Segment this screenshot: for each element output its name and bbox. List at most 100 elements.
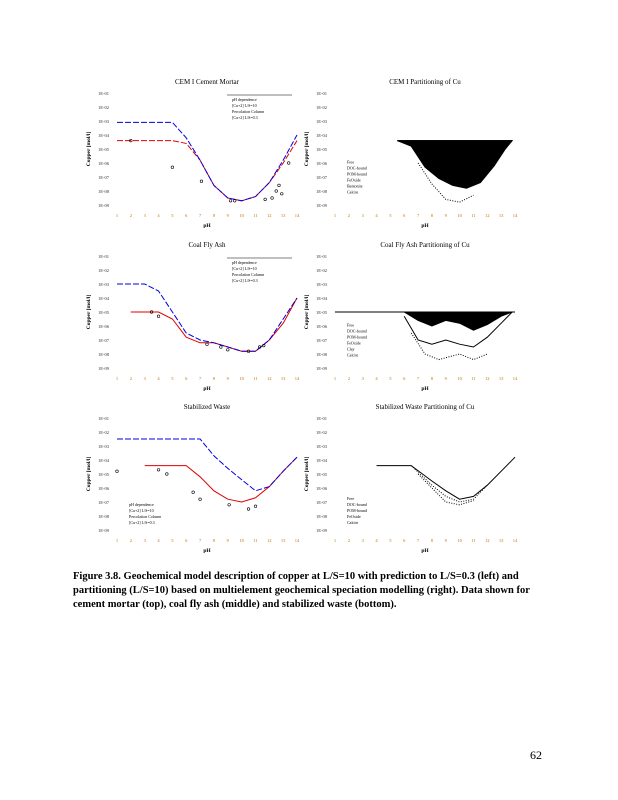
- x-axis-label: pH: [203, 548, 211, 554]
- y-tick-label: 1E-05: [98, 147, 110, 152]
- x-tick-label: 14: [513, 213, 518, 218]
- x-tick-label: 6: [403, 538, 406, 543]
- y-tick-label: 1E-04: [316, 296, 328, 301]
- y-tick-label: 1E-06: [316, 161, 328, 166]
- x-tick-label: 3: [144, 213, 147, 218]
- x-tick-label: 3: [362, 376, 365, 381]
- y-tick-label: 1E-09: [98, 366, 110, 371]
- data-point: [277, 183, 281, 187]
- series-line: [117, 121, 298, 202]
- y-tick-label: 1E-05: [316, 310, 328, 315]
- x-tick-label: 4: [157, 213, 160, 218]
- x-tick-label: 6: [403, 376, 406, 381]
- y-axis-label: Copper [mol/l]: [86, 457, 92, 492]
- x-tick-label: 4: [157, 538, 160, 543]
- y-tick-label: 1E-05: [316, 472, 328, 477]
- series-line: [117, 438, 298, 492]
- data-point: [150, 310, 154, 314]
- legend-entry: pH dependence: [232, 260, 257, 265]
- y-tick-label: 1E-02: [316, 430, 327, 435]
- y-tick-label: 1E-09: [98, 528, 110, 533]
- y-tick-label: 1E-03: [316, 282, 328, 287]
- x-tick-label: 3: [362, 213, 365, 218]
- x-tick-label: 10: [457, 376, 462, 381]
- x-tick-label: 10: [457, 538, 462, 543]
- x-tick-label: 5: [171, 538, 174, 543]
- x-tick-label: 2: [348, 376, 350, 381]
- y-tick-label: 1E-03: [98, 119, 110, 124]
- data-point: [280, 192, 284, 196]
- y-tick-label: 1E-04: [316, 133, 328, 138]
- legend-entry: [Cu+2] L/S=0.3: [129, 520, 155, 525]
- series-line: [117, 283, 298, 352]
- y-tick-label: 1E-05: [98, 310, 110, 315]
- y-tick-label: 1E-03: [98, 282, 110, 287]
- y-tick-label: 1E-06: [98, 161, 110, 166]
- legend-entry: [Cu+2] L/S=0.3: [232, 278, 258, 283]
- y-tick-label: 1E-09: [98, 203, 110, 208]
- x-tick-label: 1: [334, 538, 336, 543]
- x-axis-label: pH: [203, 386, 211, 392]
- y-tick-label: 1E-06: [98, 486, 110, 491]
- x-tick-label: 13: [281, 538, 286, 543]
- data-point: [246, 507, 251, 511]
- data-point: [258, 345, 262, 349]
- page-number: 62: [530, 748, 542, 762]
- x-tick-label: 11: [471, 538, 475, 543]
- y-axis-label: Copper [mol/l]: [304, 457, 310, 492]
- legend-entry: FeOxide: [347, 514, 361, 519]
- x-tick-label: 2: [348, 538, 350, 543]
- series-line: [410, 465, 488, 503]
- chart-fly-ash: Coal Fly Ash 1E-01 1E-02 1E-03 1E-04 1E-05 1E-…: [82, 238, 312, 398]
- data-point: [198, 497, 202, 501]
- legend-entry: [Cu+2] L/S=0.3: [232, 115, 258, 120]
- x-tick-label: 1: [116, 213, 118, 218]
- x-tick-label: 2: [130, 376, 132, 381]
- x-tick-label: 7: [199, 538, 202, 543]
- y-tick-label: 1E-07: [316, 500, 328, 505]
- x-tick-label: 13: [499, 538, 504, 543]
- series-line: [117, 140, 298, 202]
- chart-title: CEM I Partitioning of Cu: [389, 78, 461, 86]
- legend-entry: pH dependence: [232, 97, 257, 102]
- x-tick-label: 14: [295, 213, 300, 218]
- legend-entry: [Cu+2] L/S=10: [129, 508, 154, 513]
- y-tick-label: 1E-05: [316, 147, 328, 152]
- data-point: [156, 314, 161, 318]
- data-point: [129, 138, 133, 143]
- x-tick-label: 10: [457, 213, 462, 218]
- x-tick-label: 14: [513, 538, 518, 543]
- x-tick-label: 8: [431, 213, 434, 218]
- y-tick-label: 1E-09: [316, 528, 328, 533]
- x-tick-label: 3: [144, 376, 147, 381]
- x-tick-label: 5: [389, 538, 392, 543]
- series-line: [417, 473, 474, 506]
- legend-entry: Percolation Column: [129, 514, 161, 519]
- x-tick-label: 7: [417, 538, 420, 543]
- data-point: [170, 165, 174, 169]
- x-tick-label: 7: [199, 376, 202, 381]
- series-line: [410, 332, 488, 361]
- x-tick-label: 8: [213, 376, 216, 381]
- y-tick-label: 1E-03: [98, 444, 110, 449]
- x-tick-label: 11: [471, 376, 475, 381]
- x-tick-label: 4: [375, 376, 378, 381]
- x-tick-label: 6: [403, 213, 406, 218]
- x-tick-label: 11: [253, 213, 257, 218]
- x-tick-label: 10: [239, 376, 244, 381]
- x-tick-label: 8: [431, 376, 434, 381]
- y-tick-label: 1E-06: [316, 324, 328, 329]
- chart-stabilized-waste: Stabilized Waste 1E-01 1E-02 1E-03 1E-04 1E-0…: [82, 400, 312, 560]
- x-tick-label: 6: [185, 213, 188, 218]
- legend-entry: DOC-bound: [347, 329, 367, 334]
- data-point: [115, 469, 119, 473]
- y-tick-label: 1E-04: [98, 133, 110, 138]
- y-tick-label: 1E-02: [316, 268, 327, 273]
- y-tick-label: 1E-07: [316, 338, 328, 343]
- chart-svg: Stabilized Waste Partitioning of Cu 1E-01…: [304, 403, 518, 554]
- y-axis-label: Copper [mol/l]: [304, 132, 310, 167]
- x-tick-label: 10: [239, 538, 244, 543]
- chart-cement-partitioning: CEM I Partitioning of Cu 1E-01 1E-02 1E-03 1…: [300, 75, 530, 235]
- x-tick-label: 14: [513, 376, 518, 381]
- x-tick-label: 11: [253, 538, 257, 543]
